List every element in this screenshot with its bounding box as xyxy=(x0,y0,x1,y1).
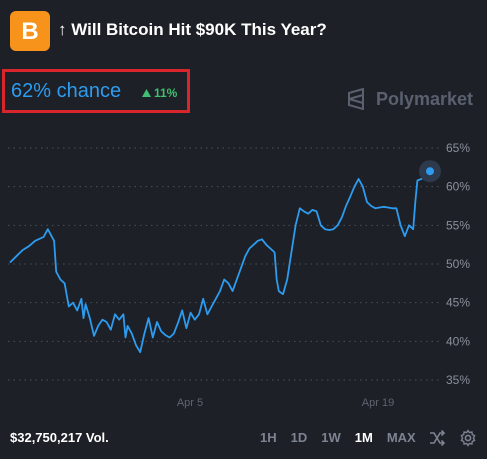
price-chart[interactable]: 65% 60% 55% 50% 45% 40% 35% Apr 5 Apr 19 xyxy=(0,130,487,420)
y-tick-label: 65% xyxy=(446,141,470,155)
range-option-1h[interactable]: 1H xyxy=(260,430,277,445)
chance-value: 62% chance xyxy=(11,80,122,102)
brand-name: Polymarket xyxy=(376,88,474,109)
time-range-selector: 1H 1D 1W 1M MAX xyxy=(260,430,416,445)
market-title: ↑ Will Bitcoin Hit $90K This Year? xyxy=(58,20,327,39)
range-option-1d[interactable]: 1D xyxy=(290,430,308,445)
y-tick-label: 45% xyxy=(446,296,470,310)
y-tick-label: 50% xyxy=(446,257,470,271)
y-tick-label: 40% xyxy=(446,334,470,348)
y-tick-label: 60% xyxy=(446,180,470,194)
y-tick-label: 55% xyxy=(446,218,470,232)
endpoint-dot xyxy=(426,167,434,176)
x-tick-label: Apr 5 xyxy=(177,397,203,409)
chance-highlight-box xyxy=(2,69,190,113)
volume-label: $32,750,217 Vol. xyxy=(10,430,109,445)
x-tick-label: Apr 19 xyxy=(362,397,394,409)
series-line xyxy=(9,171,431,354)
polymarket-logo-icon xyxy=(348,88,364,110)
triangle-up-icon xyxy=(142,89,151,97)
delta-value: 11% xyxy=(154,86,178,100)
delta-badge: 11% xyxy=(142,86,177,100)
shuffle-icon[interactable] xyxy=(428,429,446,452)
range-option-1w[interactable]: 1W xyxy=(321,430,341,445)
svg-text:B: B xyxy=(21,18,38,45)
bitcoin-glyph: B xyxy=(21,18,38,45)
bitcoin-logo-icon: B xyxy=(10,11,50,51)
range-option-1m[interactable]: 1M xyxy=(354,430,373,445)
range-option-max[interactable]: MAX xyxy=(386,430,416,445)
gear-icon[interactable] xyxy=(459,429,477,452)
polymarket-brand: Polymarket xyxy=(346,88,473,110)
y-tick-label: 35% xyxy=(446,373,470,387)
